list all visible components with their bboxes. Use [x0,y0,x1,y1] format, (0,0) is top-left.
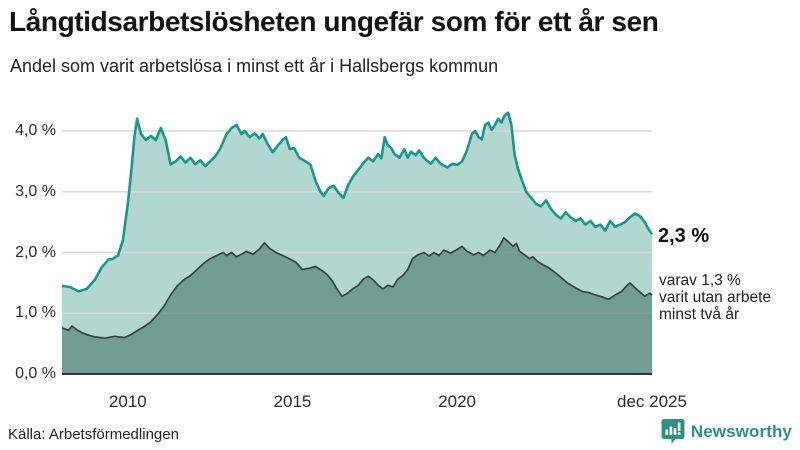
newsworthy-logo[interactable]: Newsworthy [661,418,792,445]
secondary-label-line-2: varit utan arbete [659,289,772,306]
y-axis-label: 1,0 % [15,304,56,322]
page-subtitle: Andel som varit arbetslösa i minst ett å… [10,56,499,76]
y-axis-label: 4,0 % [15,122,56,139]
area-fill-secondary [62,237,652,374]
line-primary [61,111,654,293]
y-axis-label: 3,0 % [15,182,56,200]
newsworthy-wordmark: Newsworthy [690,421,792,441]
y-axis-label: 2,0 % [15,243,56,261]
source-note: Källa: Arbetsförmedlingen [8,426,179,443]
latest-value-label: 2,3 % [658,225,710,247]
x-axis-label: 2010 [108,392,147,411]
secondary-series-label: varav 1,3 % varit utan arbete minst två … [659,272,771,323]
page-title: Långtidsarbetslösheten ungefär som för e… [9,6,659,37]
x-axis-label: dec 2025 [617,392,687,411]
x-axis-label: 2015 [273,392,312,411]
secondary-label-line-3: minst två år [659,306,740,323]
y-axis-label: 0,0 % [15,365,56,382]
secondary-label-line-1: varav 1,3 % [659,272,741,289]
line-secondary [61,237,653,340]
x-axis-label: 2020 [438,392,476,411]
newsworthy-icon [661,418,685,445]
